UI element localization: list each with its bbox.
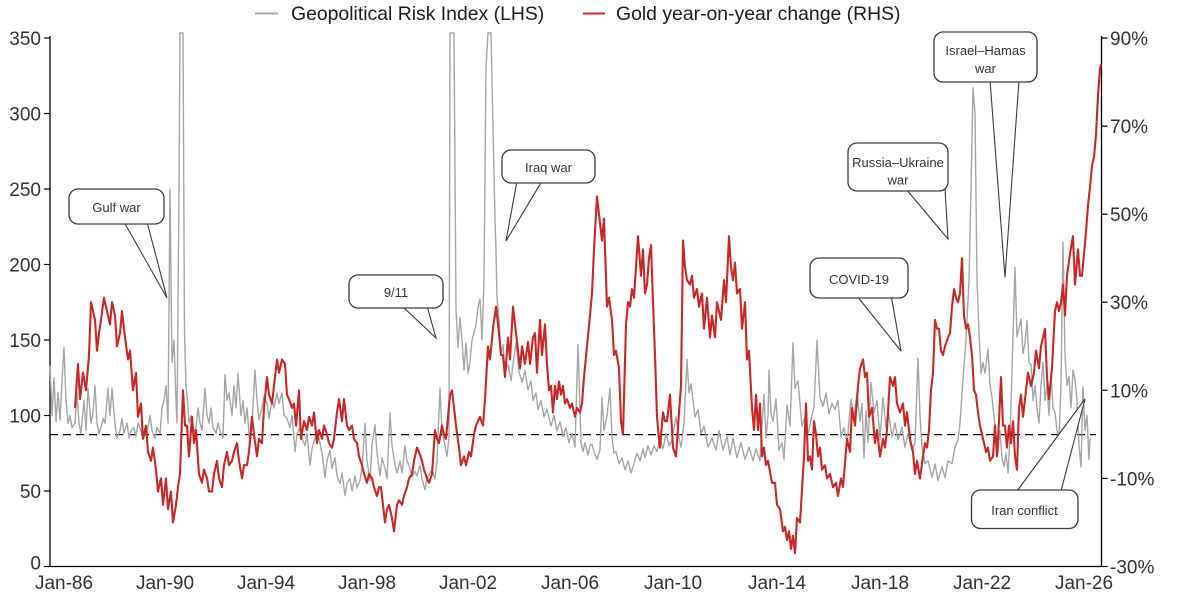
svg-text:Geopolitical Risk Index (LHS): Geopolitical Risk Index (LHS): [291, 3, 544, 25]
svg-text:Jan-86: Jan-86: [35, 573, 93, 594]
svg-text:war: war: [974, 61, 997, 76]
svg-text:Iraq war: Iraq war: [525, 160, 573, 175]
svg-text:COVID-19: COVID-19: [829, 272, 889, 287]
svg-text:70%: 70%: [1110, 117, 1148, 138]
svg-text:150: 150: [9, 331, 41, 352]
svg-text:90%: 90%: [1110, 29, 1148, 50]
svg-text:100: 100: [9, 407, 41, 428]
svg-text:Iran conflict: Iran conflict: [991, 503, 1058, 518]
svg-text:Russia–Ukraine: Russia–Ukraine: [852, 155, 944, 170]
svg-text:9/11: 9/11: [384, 285, 408, 300]
svg-text:Gold year-on-year change (RHS): Gold year-on-year change (RHS): [616, 3, 901, 25]
svg-text:Jan-02: Jan-02: [439, 573, 497, 594]
svg-text:Jan-06: Jan-06: [541, 573, 599, 594]
svg-text:Jan-18: Jan-18: [851, 573, 909, 594]
svg-text:Jan-14: Jan-14: [748, 573, 807, 594]
svg-text:war: war: [887, 173, 910, 188]
svg-text:-10%: -10%: [1110, 469, 1154, 490]
svg-text:250: 250: [9, 180, 41, 201]
svg-text:50: 50: [20, 482, 41, 503]
svg-text:0: 0: [30, 554, 41, 575]
svg-text:Jan-10: Jan-10: [644, 573, 702, 594]
svg-text:Jan-90: Jan-90: [136, 573, 194, 594]
svg-text:10%: 10%: [1110, 381, 1148, 402]
svg-text:-30%: -30%: [1110, 558, 1154, 579]
svg-text:50%: 50%: [1110, 205, 1148, 226]
svg-text:Jan-22: Jan-22: [953, 573, 1011, 594]
svg-text:350: 350: [9, 29, 41, 50]
svg-text:Jan-98: Jan-98: [338, 573, 396, 594]
svg-text:200: 200: [9, 256, 41, 277]
svg-text:Jan-94: Jan-94: [237, 573, 296, 594]
svg-text:300: 300: [9, 105, 41, 126]
svg-text:30%: 30%: [1110, 293, 1148, 314]
svg-text:Gulf war: Gulf war: [92, 200, 141, 215]
svg-text:Jan-26: Jan-26: [1055, 573, 1113, 594]
svg-text:Israel–Hamas: Israel–Hamas: [945, 43, 1026, 58]
